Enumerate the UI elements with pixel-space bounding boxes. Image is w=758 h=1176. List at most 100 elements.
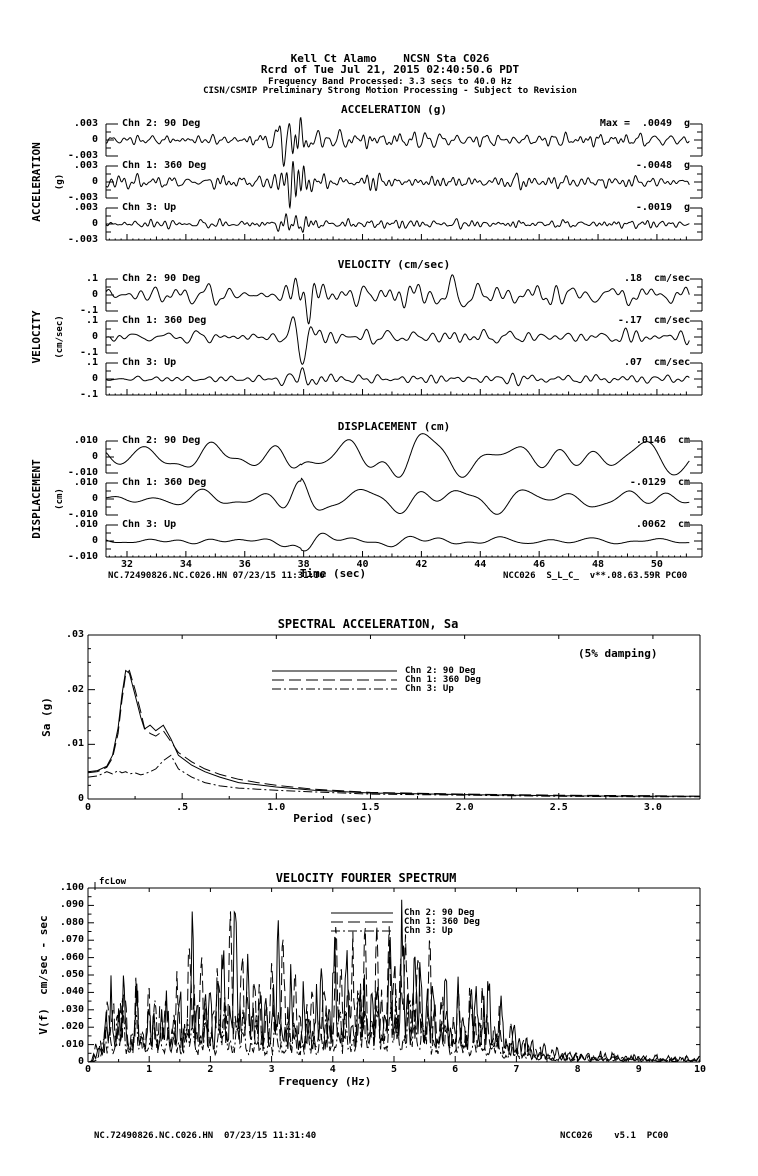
peak-unit-label: cm/sec <box>654 273 691 284</box>
scale-bottom-label: -.003 <box>67 192 98 203</box>
fourier-curve-Chn 1: 360 Deg <box>87 911 701 1063</box>
scale-bottom-label: -.1 <box>79 305 98 316</box>
peak-unit-label: cm <box>678 519 691 530</box>
channel-label: Chn 1: 360 Deg <box>122 477 207 488</box>
time-tick-label: 44 <box>474 559 487 570</box>
scale-zero-label: 0 <box>91 134 98 145</box>
fourier-xlabel: Frequency (Hz) <box>278 1075 372 1088</box>
peak-unit-label: g <box>684 202 691 213</box>
fourier-x-tick-label: 6 <box>452 1064 459 1075</box>
displacement-waveform-0 <box>106 433 690 478</box>
channel-label: Chn 1: 360 Deg <box>122 160 207 171</box>
time-tick-label: 36 <box>238 559 251 570</box>
sa-y-tick-label: 0 <box>77 793 84 804</box>
fourier-y-tick-label: .030 <box>59 1003 84 1015</box>
fourier-y-tick-label: .040 <box>59 986 84 998</box>
peak-value-label: .0146 <box>635 435 666 446</box>
time-tick-label: 34 <box>179 559 192 570</box>
displacement-axis-label: DISPLACEMENT <box>30 459 43 539</box>
scale-zero-label: 0 <box>91 535 98 546</box>
fourier-legend-label: Chn 3: Up <box>404 926 453 936</box>
fourier-x-tick-label: 3 <box>268 1064 275 1075</box>
peak-unit-label: g <box>684 118 691 129</box>
peak-value-label: -.17 <box>617 315 642 326</box>
sa-legend-label: Chn 1: 360 Deg <box>405 675 481 685</box>
fourier-plot-title: VELOCITY FOURIER SPECTRUM <box>275 871 457 885</box>
fourier-y-tick-label: .020 <box>59 1021 84 1033</box>
scale-top-label: .003 <box>73 160 98 171</box>
fourier-x-tick-label: 10 <box>693 1064 707 1075</box>
processing-version-footer: NCC026 S_L_C_ v**.08.63.59R PC00 <box>503 571 688 581</box>
fourier-x-tick-label: 1 <box>146 1064 153 1075</box>
scale-bottom-label: -.1 <box>79 389 98 400</box>
peak-value-label: .0062 <box>635 519 666 530</box>
channel-label: Chn 2: 90 Deg <box>122 118 201 129</box>
displacement-waveform-2 <box>106 532 690 552</box>
sa-curve-Chn 3: Up <box>87 754 700 798</box>
fourier-x-tick-label: 2 <box>207 1064 214 1075</box>
fourier-y-tick-label: 0 <box>77 1056 84 1067</box>
time-tick-label: 50 <box>650 559 663 570</box>
scale-top-label: .003 <box>73 202 98 213</box>
damping-note: (5% damping) <box>578 647 658 660</box>
scale-top-label: .010 <box>73 435 98 446</box>
peak-unit-label: g <box>684 160 691 171</box>
displacement-waveform-1 <box>106 477 690 515</box>
sa-y-tick-label: .02 <box>65 683 84 695</box>
fourier-y-tick-label: .100 <box>59 882 84 893</box>
channel-label: Chn 1: 360 Deg <box>122 315 207 326</box>
sa-plot-title: SPECTRAL ACCELERATION, Sa <box>277 617 459 631</box>
peak-value-label: -.0019 <box>635 202 672 213</box>
station-title: Kell Ct Alamo NCSN Sta C026 <box>290 52 490 65</box>
fourier-x-tick-label: 9 <box>635 1064 642 1075</box>
scale-bottom-label: -.010 <box>67 467 98 478</box>
fourier-y-tick-label: .090 <box>59 899 84 911</box>
scale-zero-label: 0 <box>91 289 98 300</box>
record-time: Rcrd of Tue Jul 21, 2015 02:40:50.6 PDT <box>260 63 520 76</box>
scale-bottom-label: -.003 <box>67 234 98 245</box>
peak-value-label: .0049 <box>641 118 672 129</box>
record-id-footer: NC.72490826.NC.C026.HN 07/23/15 11:31:36 <box>108 571 325 581</box>
scale-zero-label: 0 <box>91 176 98 187</box>
fourier-legend-label: Chn 1: 360 Deg <box>404 917 480 927</box>
fourier-y-tick-label: .010 <box>59 1038 84 1050</box>
scale-top-label: .1 <box>85 315 98 326</box>
scale-zero-label: 0 <box>91 373 98 384</box>
channel-label: Chn 2: 90 Deg <box>122 273 201 284</box>
fourier-y-tick-label: .070 <box>59 934 84 946</box>
fourier-y-tick-label: .050 <box>59 969 84 980</box>
peak-value-label: .18 <box>623 273 642 284</box>
scale-top-label: .003 <box>73 118 98 129</box>
scale-zero-label: 0 <box>91 493 98 504</box>
fourier-x-tick-label: 8 <box>574 1064 581 1075</box>
displacement-panel-title: DISPLACEMENT (cm) <box>337 420 451 433</box>
fc-low-marker-label: fcLow <box>99 877 127 887</box>
acceleration-axis-label: ACCELERATION <box>30 142 43 222</box>
acceleration-waveform-2 <box>106 213 690 234</box>
scale-top-label: .010 <box>73 519 98 530</box>
fourier-y-tick-label: .080 <box>59 916 84 928</box>
page-footer-left: NC.72490826.NC.C026.HN 07/23/15 11:31:40 <box>94 1131 317 1141</box>
scale-bottom-label: -.1 <box>79 347 98 358</box>
processing-note: CISN/CSMIP Preliminary Strong Motion Pro… <box>203 86 577 96</box>
velocity-waveform-1 <box>106 316 690 365</box>
velocity-waveform-2 <box>106 367 690 387</box>
sa-x-tick-label: 2.5 <box>549 802 568 813</box>
scale-bottom-label: -.010 <box>67 551 98 562</box>
peak-value-label: -.0048 <box>635 160 672 171</box>
fourier-y-tick-label: .060 <box>59 951 84 963</box>
time-tick-label: 40 <box>356 559 369 570</box>
page-footer-right: NCC026 v5.1 PC00 <box>560 1131 669 1141</box>
time-tick-label: 46 <box>533 559 546 570</box>
scale-bottom-label: -.003 <box>67 150 98 161</box>
sa-y-tick-label: .01 <box>65 738 84 750</box>
max-prefix-label: Max = <box>599 118 630 129</box>
scale-zero-label: 0 <box>91 331 98 342</box>
sa-legend-label: Chn 3: Up <box>405 684 454 694</box>
time-axis-label: Time (sec) <box>299 567 367 580</box>
channel-label: Chn 3: Up <box>122 202 177 213</box>
fourier-x-tick-label: 4 <box>329 1064 336 1075</box>
sa-y-tick-label: .03 <box>65 628 84 640</box>
sa-x-tick-label: 0 <box>84 802 92 813</box>
